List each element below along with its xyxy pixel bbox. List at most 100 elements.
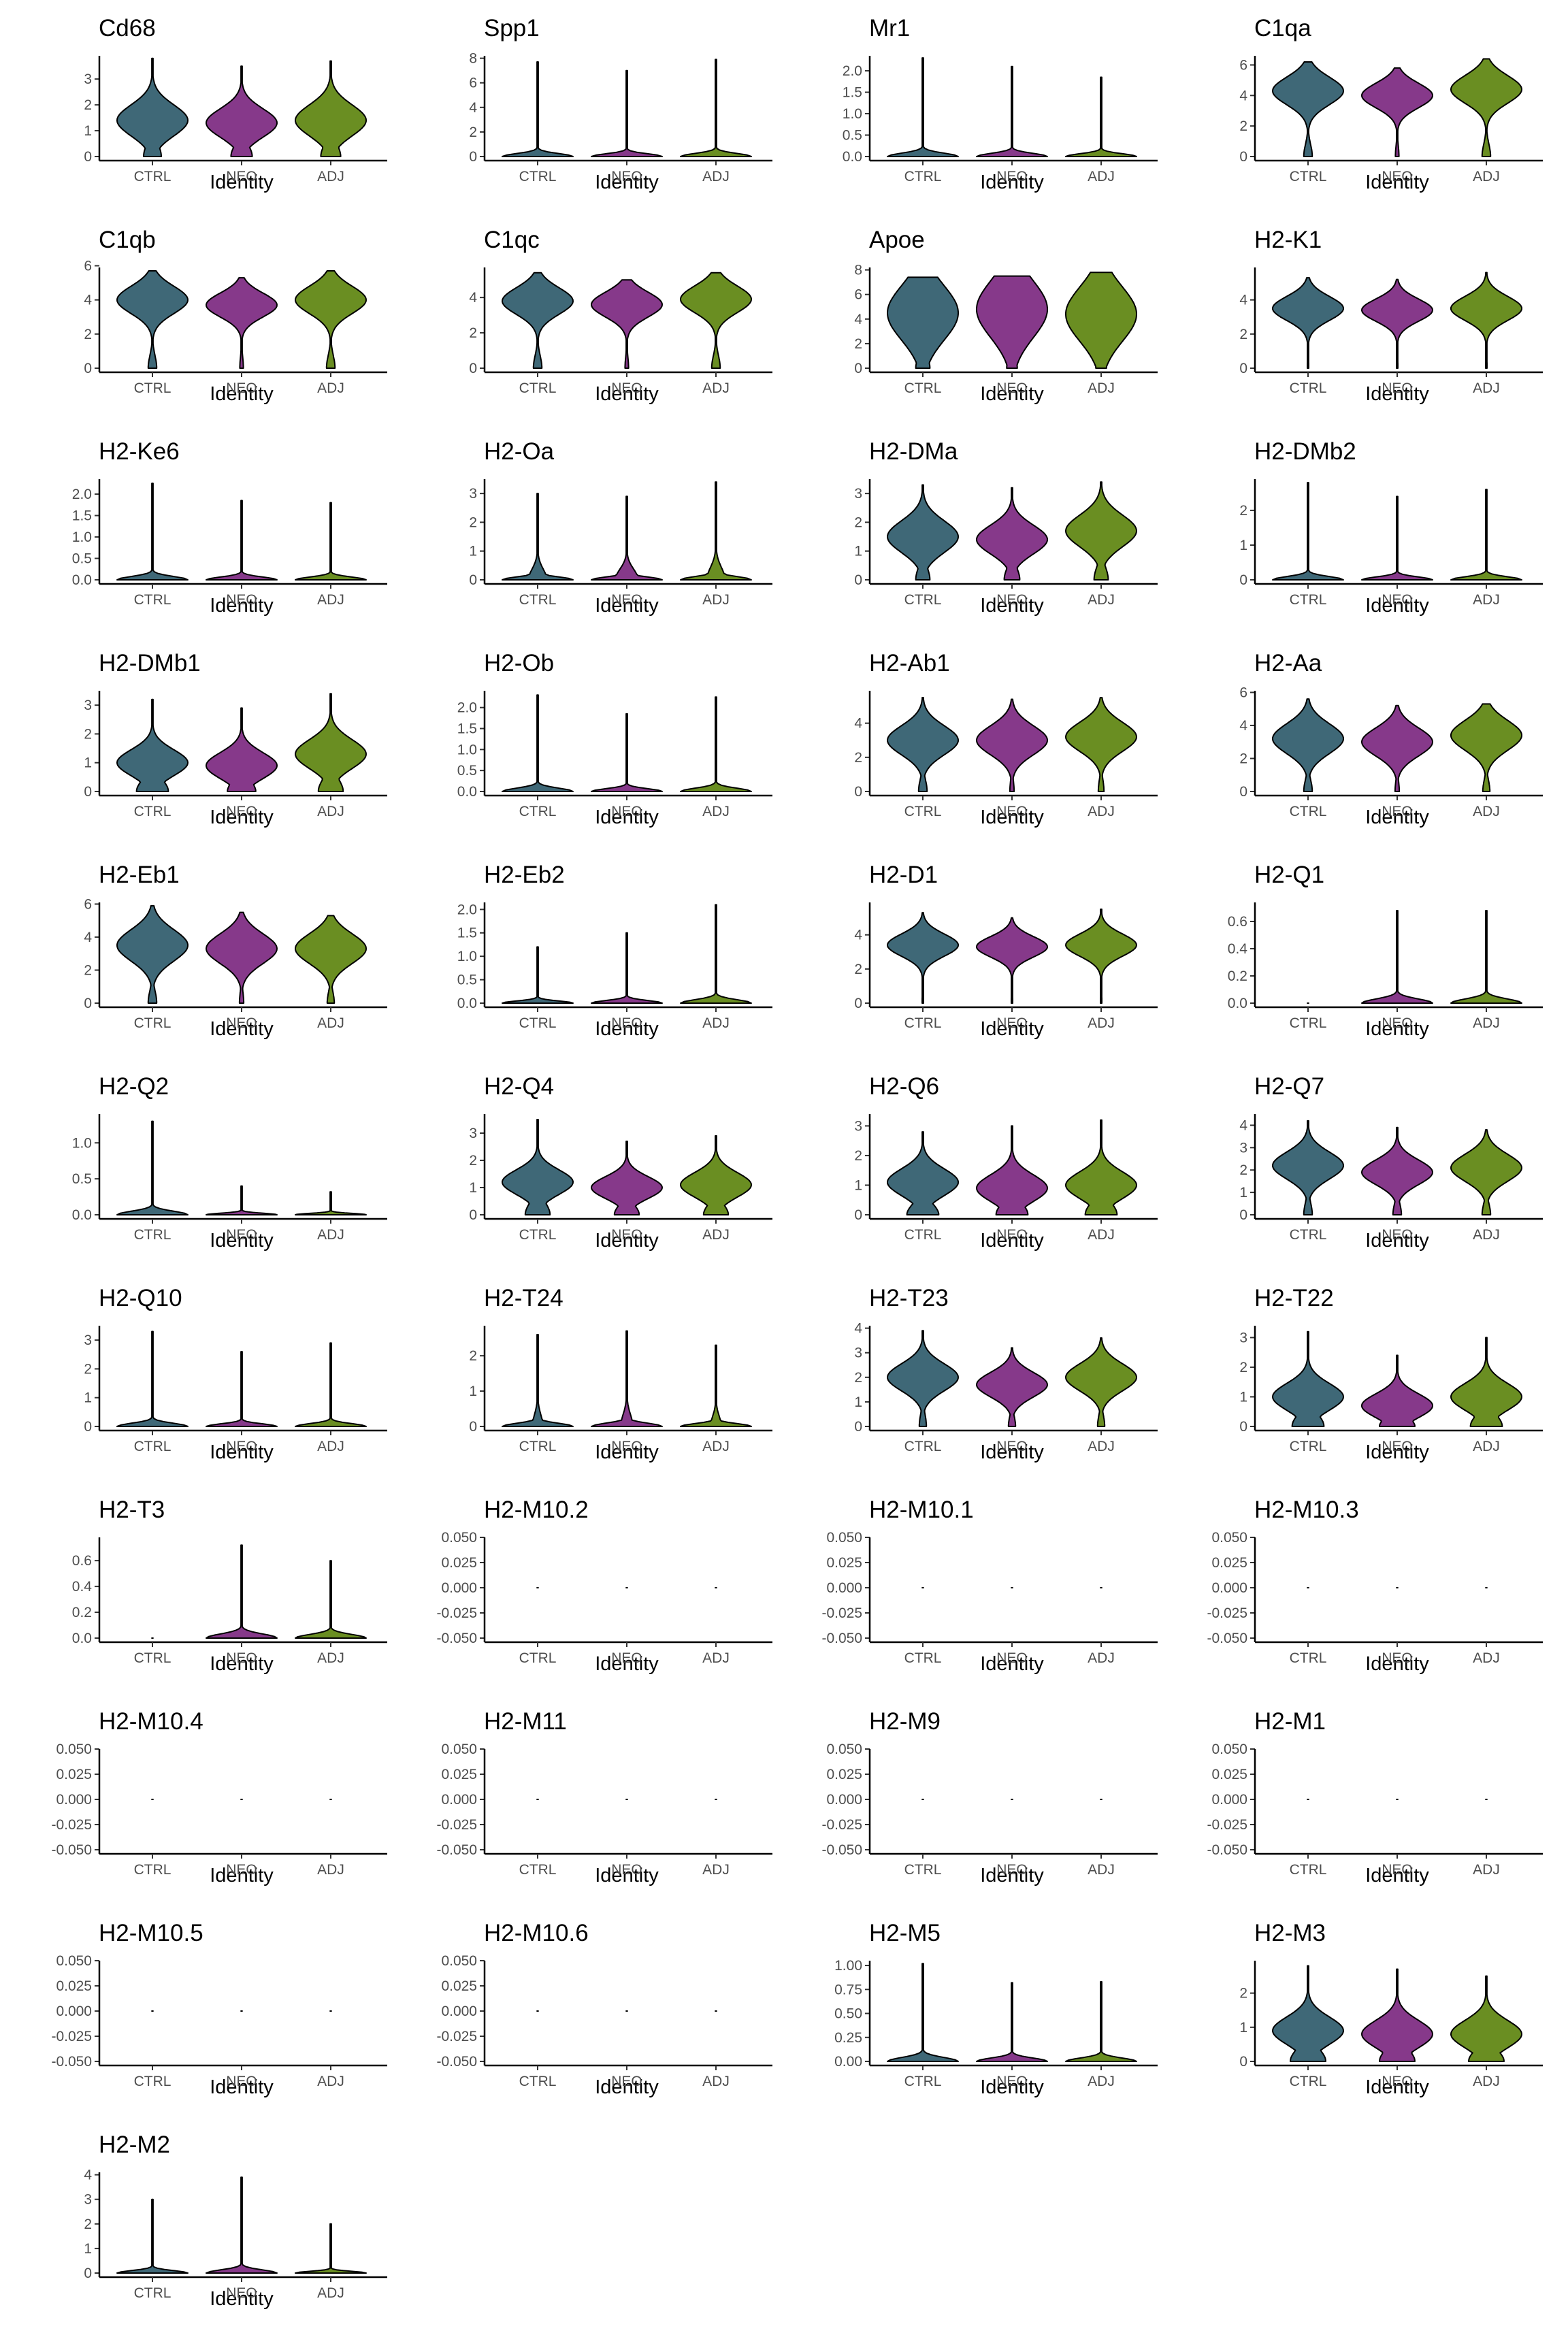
y-tick-label: 0.4 <box>72 1579 93 1595</box>
y-tick-label: 0 <box>854 784 862 800</box>
x-tick-label-neo: NEO <box>1382 1439 1413 1454</box>
y-tick-label: 0.025 <box>441 1555 477 1571</box>
violin-adj <box>1065 909 1137 1004</box>
x-tick-label-adj: ADJ <box>1473 169 1500 184</box>
x-tick-label-adj: ADJ <box>1473 592 1500 608</box>
panel-h2-eb2: H2-Eb2 Identity 0.0 0.5 1.0 1.5 2.0 CTRL NEO ADJ <box>385 847 777 1060</box>
violin-neo <box>206 1185 278 1215</box>
x-tick-label-neo: NEO <box>611 1439 642 1454</box>
y-tick-label: 0 <box>84 996 92 1011</box>
x-tick-label-adj: ADJ <box>702 1439 730 1454</box>
y-tick-label: -0.025 <box>821 1817 862 1833</box>
y-tick-label: 4 <box>854 312 862 327</box>
plot-area: -0.050 -0.025 0.000 0.025 0.050 CTRL NEO ADJ <box>821 1742 1158 1878</box>
y-tick-label: 2 <box>469 1348 477 1364</box>
y-tick-label: -0.050 <box>51 1842 92 1858</box>
x-axis-title: Identity <box>980 1441 1044 1463</box>
x-axis-title: Identity <box>210 1230 274 1252</box>
x-tick-label-adj: ADJ <box>1088 1227 1115 1243</box>
x-tick-label-adj: ADJ <box>702 1650 730 1666</box>
x-tick-label-ctrl: CTRL <box>904 1862 942 1878</box>
x-tick-label-adj: ADJ <box>1473 2074 1500 2089</box>
y-tick-label: 0.0 <box>72 1631 92 1646</box>
y-tick-label: 4 <box>1239 718 1247 734</box>
y-tick-label: -0.050 <box>1207 1631 1247 1646</box>
panel-c1qa: C1qa Identity 0 2 4 6 CTRL NEO ADJ <box>1156 0 1548 213</box>
x-tick-label-ctrl: CTRL <box>1290 1015 1327 1031</box>
plot-title: H2-Eb2 <box>484 862 565 888</box>
y-tick-label: 3 <box>469 486 477 502</box>
plot-area: 0 1 2 3 CTRL NEO ADJ <box>469 479 772 608</box>
violin-neo <box>591 279 663 369</box>
x-tick-label-adj: ADJ <box>1088 1015 1115 1031</box>
y-tick-label: 0 <box>1239 784 1247 800</box>
violin-ctrl <box>502 61 574 157</box>
violin-neo <box>206 500 278 581</box>
y-tick-label: 4 <box>1239 1117 1247 1133</box>
violin-ctrl <box>502 493 574 581</box>
y-tick-label: 0.50 <box>834 2006 862 2022</box>
y-tick-label: 2 <box>854 962 862 977</box>
y-tick-label: 2 <box>469 325 477 341</box>
y-tick-label: 3 <box>84 2192 92 2208</box>
y-tick-label: 0.4 <box>1228 941 1248 957</box>
violin-ctrl <box>502 1334 574 1427</box>
violin-ctrl <box>116 904 189 1004</box>
violin-neo <box>1361 495 1433 581</box>
plot-title: H2-M10.5 <box>99 1920 203 1946</box>
x-axis-title: Identity <box>595 383 659 405</box>
panel-h2-m10-2: H2-M10.2 Identity -0.050 -0.025 0.000 0.025 0.… <box>385 1482 777 1695</box>
y-tick-label: 0 <box>469 1419 477 1435</box>
y-tick-label: 0.025 <box>56 1767 92 1782</box>
y-tick-label: 2.0 <box>72 487 92 502</box>
violin-adj <box>1450 703 1522 792</box>
x-tick-label-adj: ADJ <box>1088 804 1115 819</box>
violin-ctrl <box>116 483 189 581</box>
y-tick-label: 0.6 <box>72 1553 92 1569</box>
y-tick-label: 4 <box>1239 293 1247 308</box>
x-tick-label-adj: ADJ <box>702 1015 730 1031</box>
y-tick-label: 1 <box>84 123 92 139</box>
y-tick-label: 0 <box>469 149 477 165</box>
x-tick-label-ctrl: CTRL <box>519 1015 557 1031</box>
x-axis-title: Identity <box>980 1018 1044 1040</box>
plot-title: H2-M2 <box>99 2132 171 2158</box>
x-axis-title: Identity <box>210 383 274 405</box>
x-tick-label-neo: NEO <box>1382 592 1413 608</box>
x-tick-label-ctrl: CTRL <box>134 1015 172 1031</box>
plot-area: 0 2 4 6 8 CTRL NEO ADJ <box>854 263 1158 396</box>
panel-h2-k1: H2-K1 Identity 0 2 4 CTRL NEO ADJ <box>1156 212 1548 425</box>
violin-ctrl <box>1272 1330 1344 1427</box>
x-tick-label-adj: ADJ <box>1473 1862 1500 1878</box>
y-tick-label: -0.025 <box>436 1817 477 1833</box>
x-tick-label-ctrl: CTRL <box>134 2074 172 2089</box>
panel-h2-q1: H2-Q1 Identity 0.0 0.2 0.4 0.6 CTRL NEO ADJ <box>1156 847 1548 1060</box>
y-tick-label: -0.025 <box>51 1817 92 1833</box>
y-tick-label: 0 <box>1239 2054 1247 2070</box>
violin-adj <box>1450 1975 1522 2062</box>
plot-title: H2-Q7 <box>1254 1073 1325 1100</box>
violin-neo <box>1361 67 1433 157</box>
y-tick-label: -0.025 <box>436 1605 477 1621</box>
y-tick-label: 1 <box>469 1384 477 1399</box>
y-tick-label: 0 <box>854 1207 862 1223</box>
x-tick-label-ctrl: CTRL <box>519 1439 557 1454</box>
x-axis-title: Identity <box>1365 595 1429 617</box>
x-tick-label-adj: ADJ <box>1473 1015 1500 1031</box>
y-tick-label: 2.0 <box>457 700 477 716</box>
panel-h2-m10-5: H2-M10.5 Identity -0.050 -0.025 0.000 0.025 0.… <box>0 1905 392 2118</box>
x-tick-label-adj: ADJ <box>702 1227 730 1243</box>
violin-ctrl <box>116 1330 189 1427</box>
plot-area: -0.050 -0.025 0.000 0.025 0.050 CTRL NEO ADJ <box>51 1953 387 2089</box>
x-axis-title: Identity <box>595 1230 659 1252</box>
y-tick-label: -0.025 <box>1207 1605 1247 1621</box>
violin-ctrl <box>887 1131 959 1215</box>
plot-title: H2-M10.4 <box>99 1708 203 1735</box>
plot-title: Spp1 <box>484 15 540 42</box>
y-tick-label: 4 <box>469 100 477 116</box>
y-tick-label: 1 <box>854 1394 862 1410</box>
panel-h2-q2: H2-Q2 Identity 0.0 0.5 1.0 CTRL NEO ADJ <box>0 1058 392 1271</box>
y-tick-label: -0.025 <box>821 1605 862 1621</box>
x-tick-label-adj: ADJ <box>1473 380 1500 396</box>
